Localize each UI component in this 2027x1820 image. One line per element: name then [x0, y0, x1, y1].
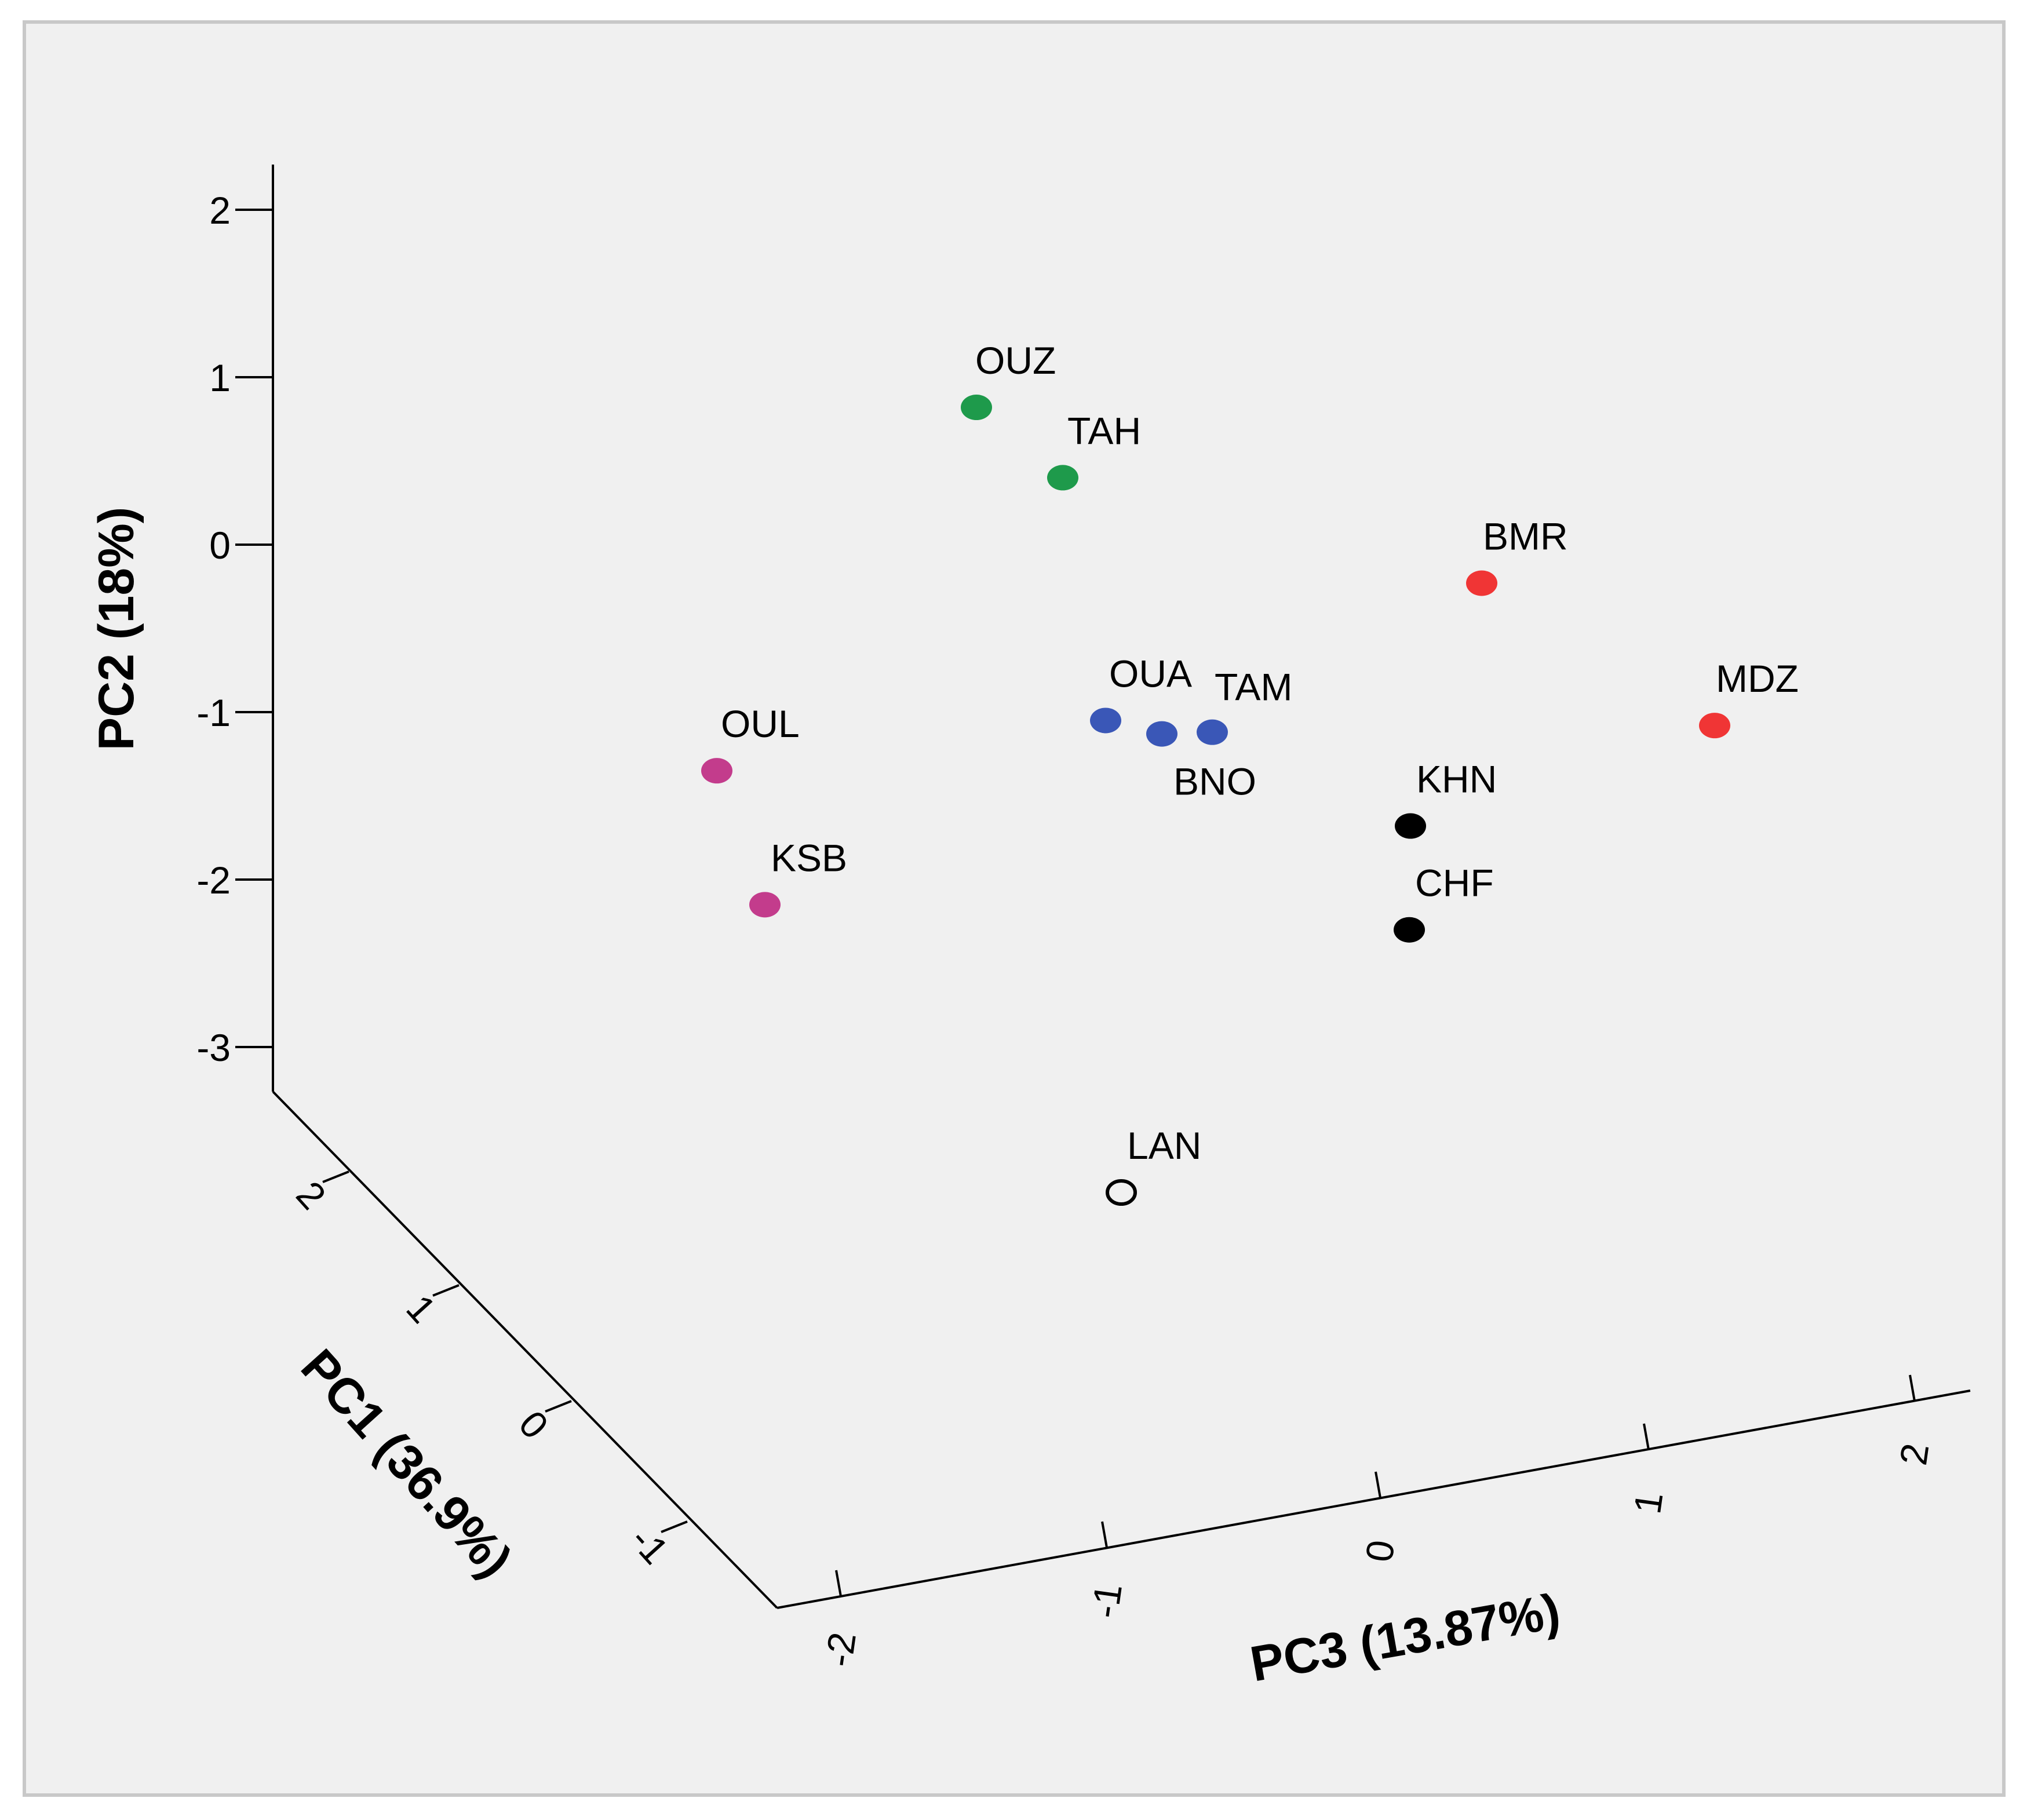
data-point-tam [1197, 719, 1228, 745]
data-point-ouz [961, 395, 992, 421]
data-point-chf [1394, 917, 1425, 943]
point-label-ouz: OUZ [975, 339, 1056, 382]
chart-border [23, 20, 2006, 1797]
data-point-lan [1106, 1179, 1137, 1206]
pc2-tick-label: 1 [209, 356, 231, 399]
pc3-axis-line [776, 1389, 1971, 1609]
data-point-oua [1090, 707, 1121, 734]
data-point-bno [1146, 721, 1177, 747]
pc1-tick-mark [661, 1520, 688, 1533]
point-label-bmr: BMR [1483, 515, 1568, 557]
point-label-khn: KHN [1416, 758, 1497, 801]
point-label-oua: OUA [1109, 652, 1192, 695]
pc2-tick-label: 2 [209, 189, 231, 232]
pc1-tick-mark [432, 1284, 460, 1297]
pc2-tick-label: -3 [196, 1026, 231, 1069]
pc1-axis-line [272, 1090, 778, 1609]
point-label-lan: LAN [1127, 1124, 1201, 1167]
data-point-ksb [749, 892, 781, 918]
pc3-tick-mark [1909, 1374, 1916, 1402]
pc3-tick-label: -2 [817, 1630, 864, 1669]
pc3-tick-label: -1 [1083, 1581, 1130, 1621]
data-point-khn [1395, 813, 1426, 839]
point-label-mdz: MDZ [1716, 657, 1799, 700]
pc1-tick-mark [545, 1400, 572, 1413]
data-point-oul [701, 758, 732, 784]
point-label-tah: TAH [1067, 409, 1141, 452]
pc2-axis-title: PC2 (18%) [89, 507, 144, 751]
point-label-ksb: KSB [771, 836, 847, 879]
pc2-tick-label: -2 [196, 859, 231, 902]
pc3-tick-mark [1101, 1521, 1108, 1548]
point-label-chf: CHF [1415, 862, 1494, 904]
point-label-oul: OUL [721, 702, 800, 745]
data-point-tah [1047, 465, 1078, 491]
data-points: OUZ TAH BMR MDZ OUA BNO TAM OUL KSB KHN CHF LAN [701, 339, 1799, 1206]
point-label-bno: BNO [1173, 760, 1256, 803]
pc2-tick-label: -1 [196, 691, 231, 734]
pc1-tick-mark [322, 1170, 349, 1183]
data-point-mdz [1699, 713, 1730, 739]
pc3-tick-mark [835, 1570, 842, 1597]
data-point-bmr [1466, 570, 1497, 596]
pc2-tick-label: 0 [209, 524, 231, 567]
point-label-tam: TAM [1215, 666, 1292, 709]
pc3-tick-mark [1643, 1423, 1650, 1450]
pc3-tick-mark [1375, 1471, 1381, 1498]
